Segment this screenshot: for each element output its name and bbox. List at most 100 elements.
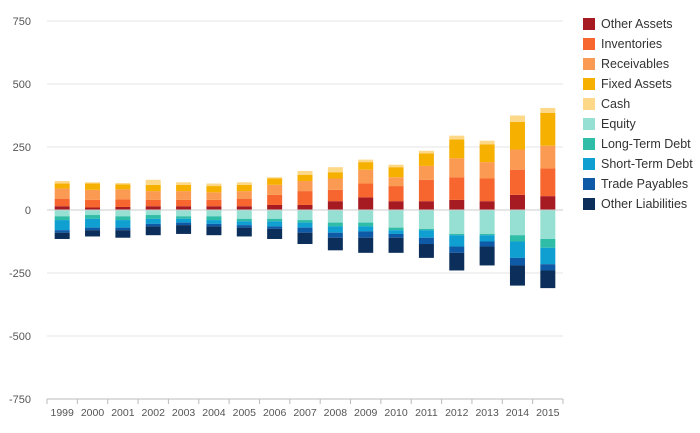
bar-segment [358, 169, 374, 184]
bar-segment [176, 182, 192, 185]
bar-segment [206, 186, 222, 193]
bar-segment [327, 222, 343, 227]
bar-segment [145, 226, 161, 236]
bar-segment [236, 198, 252, 207]
bar-segment [85, 182, 101, 184]
bar-segment [206, 206, 222, 210]
bar-segment [358, 162, 374, 170]
legend-swatch [583, 58, 595, 70]
legend-swatch [583, 178, 595, 190]
bar-segment [327, 167, 343, 173]
bar-segment [449, 246, 465, 253]
x-tick-label: 2011 [415, 407, 438, 419]
bar-segment [509, 235, 525, 242]
bar-segment [388, 167, 404, 178]
legend-swatch [583, 98, 595, 110]
y-tick-label: 250 [13, 142, 31, 154]
bar-segment [297, 222, 313, 228]
x-tick-label: 2014 [506, 407, 530, 419]
bar-segment [540, 112, 556, 146]
bar-segment [297, 181, 313, 192]
bar-segment [236, 184, 252, 192]
legend-label: Other Assets [601, 17, 673, 31]
bar-segment [85, 215, 101, 219]
bar-segment [449, 233, 465, 236]
bar-segment [176, 199, 192, 207]
legend-label: Other Liabilities [601, 197, 688, 211]
x-tick-label: 2001 [111, 407, 135, 419]
bar-segment [297, 174, 313, 182]
bar-segment [418, 179, 434, 202]
bar-segment [85, 183, 101, 190]
legend-label: Cash [601, 97, 631, 111]
x-tick-label: 2008 [324, 407, 348, 419]
bar-segment [388, 186, 404, 202]
bar-segment [449, 139, 465, 159]
legend-item: Short-Term Debt [583, 154, 693, 174]
bar-segment [145, 218, 161, 224]
bar-segment [449, 199, 465, 210]
bar-segment [540, 210, 556, 239]
bar-segment [236, 221, 252, 226]
bar-segment [449, 252, 465, 271]
bar-segment [449, 158, 465, 178]
legend-label: Equity [601, 117, 636, 131]
bar-segment [85, 199, 101, 208]
bar-segment [206, 183, 222, 187]
bar-segment [479, 178, 495, 202]
bar-segment [479, 144, 495, 163]
bar-segment [297, 191, 313, 205]
x-tick-label: 2009 [354, 407, 378, 419]
bar-segment [206, 216, 222, 221]
bar-segment [145, 206, 161, 210]
bar-segment [388, 210, 404, 228]
bar-segment [509, 121, 525, 150]
bar-segment [418, 201, 434, 210]
bar-segment [479, 241, 495, 247]
x-axis: 1999 2000 2001 2002 2003 2004 2005 2006 2007 2008… [46, 398, 564, 419]
bar-segment [85, 230, 101, 237]
bar-segment [54, 198, 70, 207]
bar-segment [115, 227, 131, 231]
bar-segment [176, 225, 192, 234]
bar-segment [509, 257, 525, 266]
bar-segment [297, 232, 313, 245]
bar-segment [85, 189, 101, 200]
legend-item: Fixed Assets [583, 74, 693, 94]
bar-segment [145, 179, 161, 185]
bar-segment [540, 247, 556, 265]
bar-segment [54, 181, 70, 184]
bar-segment [540, 238, 556, 248]
bar-segment [236, 227, 252, 237]
x-tick-label: 2007 [293, 407, 317, 419]
bar-segment [85, 218, 101, 228]
bar-segment [479, 162, 495, 179]
bar-segment [267, 210, 283, 219]
x-tick-label: 2000 [81, 407, 105, 419]
bar-segment [206, 199, 222, 207]
legend-label: Short-Term Debt [601, 157, 693, 171]
bar-segment [267, 221, 283, 227]
y-tick-label: -750 [9, 394, 31, 406]
bar-segment [479, 233, 495, 236]
bar-segment [388, 177, 404, 187]
bar-segment [297, 210, 313, 221]
bar-segment [358, 183, 374, 198]
legend-swatch [583, 38, 595, 50]
bar-segment [115, 183, 131, 185]
bar-segment [540, 196, 556, 210]
x-tick-label: 2010 [384, 407, 408, 419]
bar-segment [176, 216, 192, 219]
bar-segment [176, 210, 192, 217]
bar-segment [358, 231, 374, 238]
bar-segment [418, 165, 434, 180]
bar-segment [418, 228, 434, 231]
bar-segment [236, 210, 252, 219]
bar-segment [358, 237, 374, 253]
bar-segment [327, 172, 343, 179]
bar-segment [388, 227, 404, 231]
bar-segment [388, 233, 404, 238]
bar-segment [145, 210, 161, 216]
bar-segment [327, 226, 343, 233]
bar-segment [327, 237, 343, 251]
